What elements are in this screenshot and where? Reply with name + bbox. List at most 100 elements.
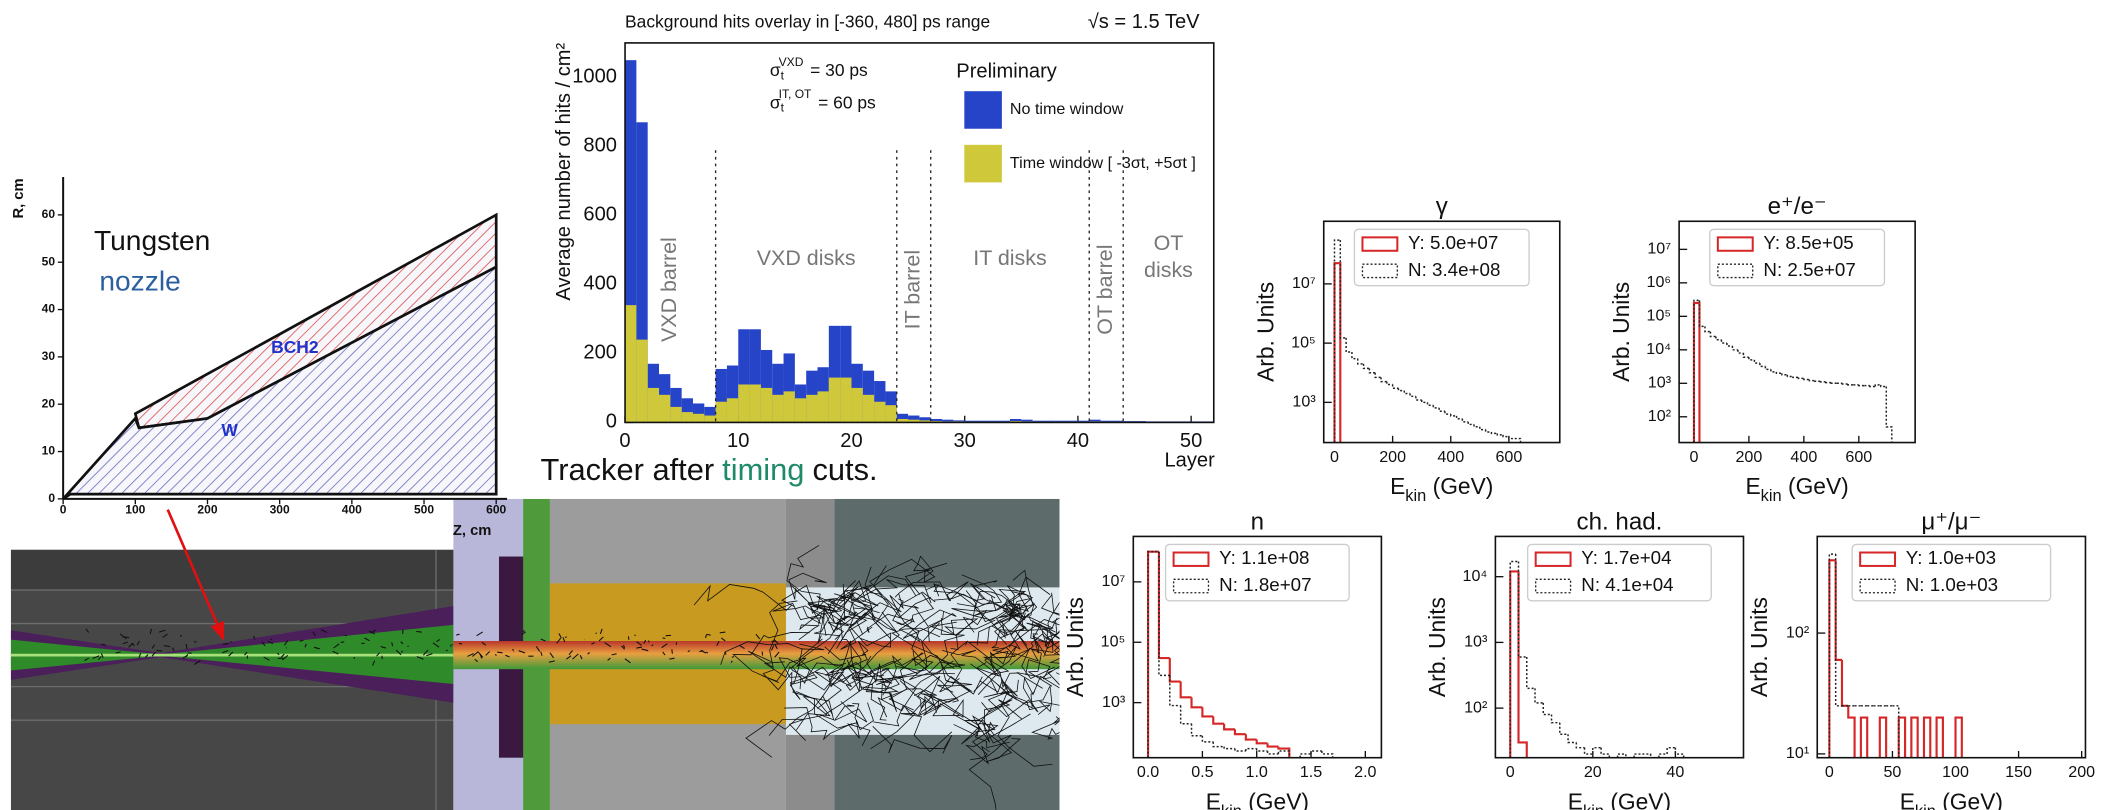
track [808,662,855,683]
hist-step [1212,741,1225,748]
x-axis-label-part: (GeV) [1936,788,2003,810]
region-label-line: disks [1144,258,1193,282]
x-axis-label-part: kin [1761,487,1782,505]
hit-cluster [565,655,572,660]
track [828,584,866,631]
hist-step [1819,381,1826,383]
bar [726,398,739,423]
hit-cluster [669,657,675,660]
track [991,598,1021,636]
x-axis-label-part: E [1206,788,1221,810]
bar [659,394,671,423]
x-axis-label-part: (GeV) [1604,788,1671,810]
hist-step [1858,384,1865,387]
hist-step [1461,418,1469,423]
bar [987,420,999,423]
bar [998,420,1010,423]
hist-step [1726,342,1733,347]
track [997,684,1053,767]
hist-step [1438,407,1445,413]
x-tick-label: 0 [619,430,630,452]
hist-step [1450,414,1457,417]
hist-step [1508,436,1515,440]
x-axis-label: Ekin (GeV) [1390,473,1493,505]
hist-step [1158,551,1170,677]
track [789,648,814,700]
x-tick-label: 200 [1735,448,1762,466]
hist-step [1715,336,1722,341]
hit-cluster [136,640,140,646]
hist-step [1277,750,1291,758]
track [929,693,1013,726]
track [788,572,827,601]
bar [704,406,716,423]
track [763,661,840,691]
hit-cluster [705,651,709,654]
hit-cluster [479,653,483,659]
legend-swatch [1534,551,1572,567]
hit-cluster [364,637,370,642]
x-tick-label: 0.5 [1191,763,1213,781]
hist-step [1892,705,1900,758]
x-tick-label: 30 [954,430,976,452]
hit-cluster [185,654,189,658]
bar [1111,420,1124,423]
region-label-line: OT [1154,231,1184,255]
hit-cluster [400,641,404,645]
hist-step [1910,716,1919,758]
hit-cluster [244,651,248,656]
hit-cluster [426,653,433,657]
hist-step [1496,433,1504,436]
bar [908,419,920,423]
bar [817,391,829,423]
hit-cluster [624,658,631,664]
hit-cluster [704,634,707,639]
hit-cluster [185,643,188,650]
y-tick-label: 40 [42,302,56,316]
hit-cluster [171,647,175,651]
hit-cluster [549,652,555,659]
hist-step [1935,716,1944,758]
y-tick-label: 10³ [1292,393,1316,411]
bar [625,60,637,423]
track [968,723,1012,810]
x-tick-label: 50 [1883,763,1901,781]
bar [1100,420,1112,423]
hist-step [1179,705,1192,725]
track [1031,721,1060,740]
hist-step [1409,393,1416,398]
hit-cluster [774,651,780,658]
chart-title: ch. had. [1577,508,1663,535]
hist-step [1321,751,1334,758]
bar [772,363,784,423]
hit-cluster [149,628,153,635]
hist-step [1426,402,1434,406]
hit-cluster [333,643,340,649]
tracker-caption: Tracker after timing cuts. [541,452,878,487]
hit-cluster [151,651,156,657]
x-axis-label: Z, cm [453,523,492,539]
track [939,698,995,733]
hist-step [1514,437,1522,443]
legend-swatch [964,91,1002,129]
annotation-symbol: σ [770,92,781,112]
legend-label: N: 3.4e+08 [1408,259,1500,280]
region [62,264,498,500]
bar [806,394,818,423]
hist-step [1223,746,1235,750]
hit-cluster [556,637,562,644]
hit-cluster [548,660,555,663]
bar [749,384,761,423]
hit-cluster [627,636,630,640]
y-tick-label: 50 [42,254,56,268]
track [814,595,880,655]
hit-cluster [119,633,127,640]
y-tick-label: 0 [606,411,617,433]
hist-step [1674,747,1685,758]
annotation-text: = 60 ps [818,92,876,112]
hist-step [1731,345,1738,351]
track [984,634,1022,689]
bar [1009,418,1022,423]
track [899,680,937,710]
hit-cluster [368,630,376,635]
